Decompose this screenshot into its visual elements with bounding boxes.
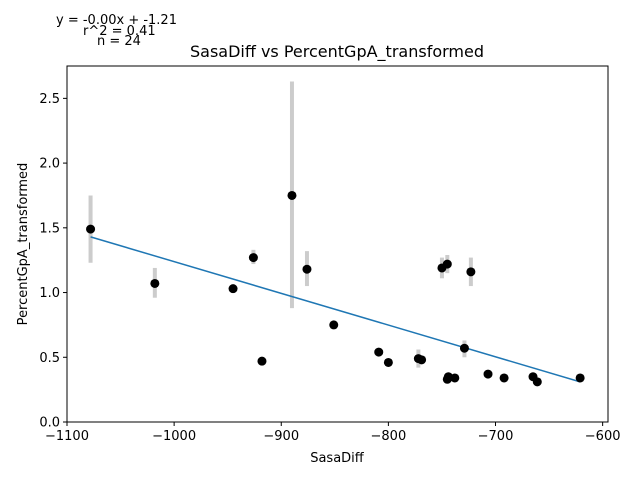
x-axis-label: SasaDiff	[310, 451, 365, 466]
plot-area-frame	[66, 65, 609, 423]
x-tick-label: −1100	[45, 429, 89, 444]
data-point	[287, 190, 297, 200]
data-point	[374, 347, 384, 357]
data-points	[86, 190, 585, 387]
data-point	[329, 320, 339, 330]
data-point	[302, 264, 312, 274]
data-point	[257, 356, 267, 366]
x-tick-label: −1000	[152, 429, 196, 444]
x-tick-label: −600	[585, 429, 621, 444]
y-tick-label: 1.5	[39, 221, 60, 236]
data-point	[466, 267, 476, 277]
fit-line-layer	[90, 236, 581, 383]
data-point	[417, 355, 427, 365]
data-point	[86, 224, 96, 234]
data-point	[450, 373, 460, 383]
data-point	[459, 343, 469, 353]
data-point	[248, 253, 258, 263]
data-point	[150, 278, 160, 288]
r-squared-label: r^2 = 0.41	[83, 24, 156, 39]
x-axis-ticks: −1100 −1000 −900 −800 −700 −600	[45, 422, 621, 444]
data-point	[575, 373, 585, 383]
data-point	[532, 377, 542, 387]
y-axis-label: PercentGpA_transformed	[16, 163, 31, 326]
y-tick-label: 0.5	[39, 351, 60, 366]
data-point	[228, 284, 238, 294]
y-tick-label: 0.0	[39, 416, 60, 431]
sample-size-label: n = 24	[97, 34, 141, 49]
data-point	[383, 357, 393, 367]
x-tick-label: −700	[478, 429, 514, 444]
y-axis-ticks: 0.0 0.5 1.0 1.5 2.0 2.5	[39, 92, 67, 431]
y-tick-label: 2.5	[39, 92, 60, 107]
regression-equation: y = -0.00x + -1.21	[56, 13, 177, 28]
x-tick-label: −900	[263, 429, 299, 444]
data-point	[442, 259, 452, 269]
data-point	[499, 373, 509, 383]
chart-title: SasaDiff vs PercentGpA_transformed	[190, 42, 484, 62]
x-tick-label: −800	[371, 429, 407, 444]
data-point	[483, 369, 493, 379]
regression-line	[90, 236, 581, 383]
y-tick-label: 1.0	[39, 286, 60, 301]
error-bars	[88, 81, 583, 384]
y-tick-label: 2.0	[39, 157, 60, 172]
